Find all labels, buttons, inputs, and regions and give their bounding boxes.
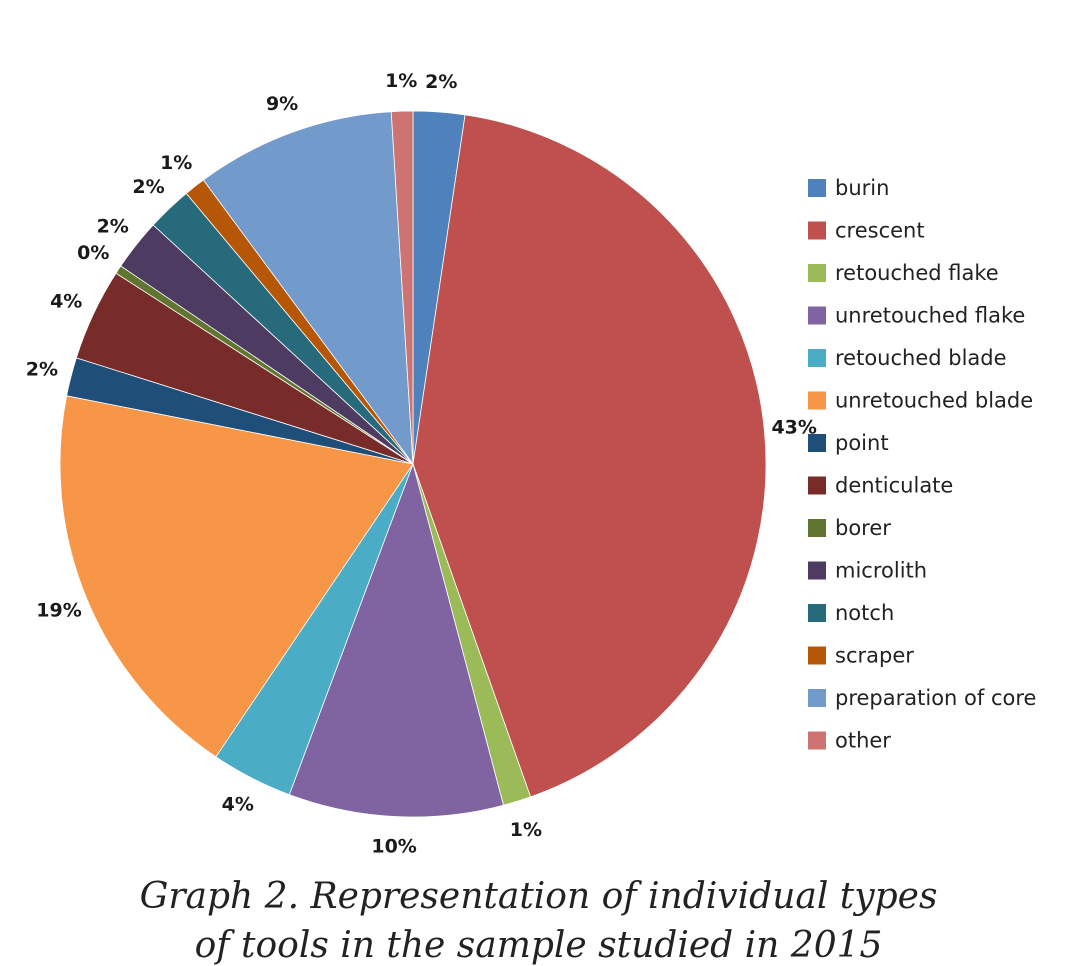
pie-slice-other: [390, 110, 414, 465]
legend-label-burin: burin: [835, 176, 889, 200]
legend-label-other: other: [835, 729, 891, 753]
pie-label-point: 2%: [26, 358, 58, 380]
legend-swatch-microlith: [808, 561, 826, 580]
pie-label-burin: 2%: [425, 71, 457, 93]
pie-label-retouched-blade: 4%: [222, 794, 254, 816]
pie-label-borer: 0%: [77, 242, 109, 264]
legend-swatch-preparation-of-core: [808, 689, 826, 707]
pie-label-retouched-flake: 1%: [510, 819, 542, 841]
legend-swatch-denticulate: [808, 476, 826, 495]
pie-slice-unretouched-flake: [288, 462, 504, 818]
pie-label-unretouched-blade: 19%: [36, 599, 81, 621]
pie-data-labels: 2%43%1%10%4%19%2%4%0%2%2%1%9%1%: [26, 70, 817, 857]
legend-label-scraper: scraper: [835, 644, 914, 668]
legend-label-unretouched-flake: unretouched flake: [835, 304, 1025, 328]
figure-caption-line-2: of tools in the sample studied in 2015: [194, 925, 883, 966]
legend-label-microlith: microlith: [835, 559, 927, 583]
pie-label-scraper: 1%: [160, 152, 192, 174]
legend-swatch-other: [808, 731, 826, 750]
legend-label-retouched-blade: retouched blade: [835, 346, 1007, 370]
pie-slice-crescent: [412, 114, 767, 798]
legend-swatch-retouched-flake: [808, 264, 826, 282]
legend-swatch-point: [808, 434, 826, 452]
legend-swatch-notch: [808, 604, 826, 622]
legend-label-borer: borer: [835, 516, 891, 540]
pie-label-unretouched-flake: 10%: [371, 836, 416, 858]
legend-label-point: point: [835, 431, 889, 455]
legend-swatch-scraper: [808, 646, 826, 665]
legend-label-unretouched-blade: unretouched blade: [835, 389, 1033, 413]
pie-label-denticulate: 4%: [50, 291, 82, 313]
pie-slices: [59, 110, 767, 818]
pie-label-microlith: 2%: [97, 215, 129, 237]
legend-label-notch: notch: [835, 601, 894, 625]
pie-label-preparation-of-core: 9%: [266, 93, 298, 115]
pie-slice-unretouched-blade: [59, 395, 414, 758]
pie-label-notch: 2%: [132, 176, 164, 198]
legend-label-preparation-of-core: preparation of core: [835, 686, 1036, 710]
legend-swatch-borer: [808, 519, 826, 537]
legend-label-retouched-flake: retouched flake: [835, 261, 999, 285]
chart-legend: burin crescent retouched flake unretouched …: [808, 176, 1036, 753]
legend-swatch-burin: [808, 179, 826, 197]
figure-caption-line-1: Graph 2. Representation of individual ty…: [139, 876, 938, 917]
legend-swatch-retouched-blade: [808, 349, 826, 367]
legend-label-denticulate: denticulate: [835, 474, 953, 498]
legend-swatch-unretouched-flake: [808, 306, 826, 325]
pie-label-other: 1%: [385, 70, 417, 92]
legend-swatch-unretouched-blade: [808, 391, 826, 410]
legend-swatch-crescent: [808, 221, 826, 240]
pie-slice-preparation-of-core: [202, 111, 414, 466]
pie-label-crescent: 43%: [771, 416, 816, 438]
legend-label-crescent: crescent: [835, 219, 925, 243]
